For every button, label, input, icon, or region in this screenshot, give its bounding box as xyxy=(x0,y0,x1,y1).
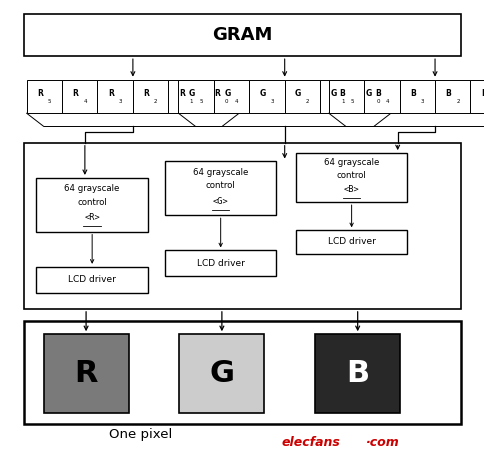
Text: R: R xyxy=(214,89,220,98)
Text: 4: 4 xyxy=(235,99,238,104)
Text: 5: 5 xyxy=(349,99,353,104)
Bar xyxy=(24,14,460,56)
Bar xyxy=(213,80,249,113)
Text: <B>: <B> xyxy=(343,185,359,194)
Text: R: R xyxy=(179,89,184,98)
Bar xyxy=(315,334,399,413)
Text: ·com: ·com xyxy=(365,436,399,449)
Text: One pixel: One pixel xyxy=(109,428,172,441)
Bar xyxy=(24,321,460,424)
Bar xyxy=(97,80,133,113)
Text: G: G xyxy=(188,89,195,98)
Text: 3: 3 xyxy=(420,99,424,104)
Text: G: G xyxy=(259,89,265,98)
Text: 5: 5 xyxy=(199,99,203,104)
Text: GRAM: GRAM xyxy=(212,26,272,44)
Bar xyxy=(24,143,460,309)
Bar xyxy=(27,80,62,113)
Text: G: G xyxy=(330,89,336,98)
Text: G: G xyxy=(365,89,371,98)
Bar xyxy=(328,80,363,113)
Text: G: G xyxy=(224,89,230,98)
Text: <G>: <G> xyxy=(212,197,228,206)
Text: 1: 1 xyxy=(341,99,344,104)
Text: B: B xyxy=(339,89,345,98)
Text: elecfans: elecfans xyxy=(281,436,339,449)
Bar xyxy=(319,80,355,113)
Text: 64 grayscale: 64 grayscale xyxy=(323,158,378,168)
Text: control: control xyxy=(336,171,366,180)
Bar xyxy=(203,80,239,113)
Bar xyxy=(434,80,469,113)
Text: 4: 4 xyxy=(83,99,87,104)
Bar xyxy=(36,267,148,292)
Bar xyxy=(363,80,399,113)
Text: 3: 3 xyxy=(270,99,273,104)
Text: 2: 2 xyxy=(154,99,157,104)
Bar xyxy=(165,250,276,276)
Text: R: R xyxy=(74,359,98,388)
Text: R: R xyxy=(108,89,114,98)
Text: B: B xyxy=(346,359,368,388)
Text: 64 grayscale: 64 grayscale xyxy=(64,184,120,193)
Bar xyxy=(165,161,276,215)
Text: B: B xyxy=(409,89,415,98)
Bar xyxy=(295,153,407,202)
Bar xyxy=(168,80,203,113)
Bar xyxy=(355,80,390,113)
Bar xyxy=(469,80,484,113)
Text: LCD driver: LCD driver xyxy=(327,237,375,247)
Text: 64 grayscale: 64 grayscale xyxy=(193,168,248,177)
Text: R: R xyxy=(37,89,43,98)
Text: 3: 3 xyxy=(119,99,122,104)
Bar xyxy=(399,80,434,113)
Bar xyxy=(178,80,213,113)
Text: 1: 1 xyxy=(189,99,193,104)
Bar xyxy=(62,80,97,113)
Text: R: R xyxy=(143,89,149,98)
Bar xyxy=(44,334,128,413)
Bar xyxy=(179,334,264,413)
Text: LCD driver: LCD driver xyxy=(68,275,116,284)
Text: control: control xyxy=(205,181,235,190)
Text: control: control xyxy=(77,197,107,206)
Text: B: B xyxy=(374,89,380,98)
Text: G: G xyxy=(294,89,301,98)
Text: LCD driver: LCD driver xyxy=(197,259,244,268)
Text: 0: 0 xyxy=(225,99,228,104)
Text: 5: 5 xyxy=(48,99,51,104)
Bar xyxy=(295,230,407,254)
Text: B: B xyxy=(480,89,484,98)
Text: 2: 2 xyxy=(305,99,309,104)
Text: R: R xyxy=(73,89,78,98)
Text: 0: 0 xyxy=(376,99,379,104)
Bar xyxy=(249,80,284,113)
Text: 2: 2 xyxy=(455,99,459,104)
Text: <R>: <R> xyxy=(84,213,100,222)
Text: 4: 4 xyxy=(385,99,388,104)
Bar xyxy=(36,178,148,232)
Bar xyxy=(284,80,319,113)
Text: B: B xyxy=(445,89,451,98)
Bar xyxy=(133,80,168,113)
Text: G: G xyxy=(209,359,234,388)
